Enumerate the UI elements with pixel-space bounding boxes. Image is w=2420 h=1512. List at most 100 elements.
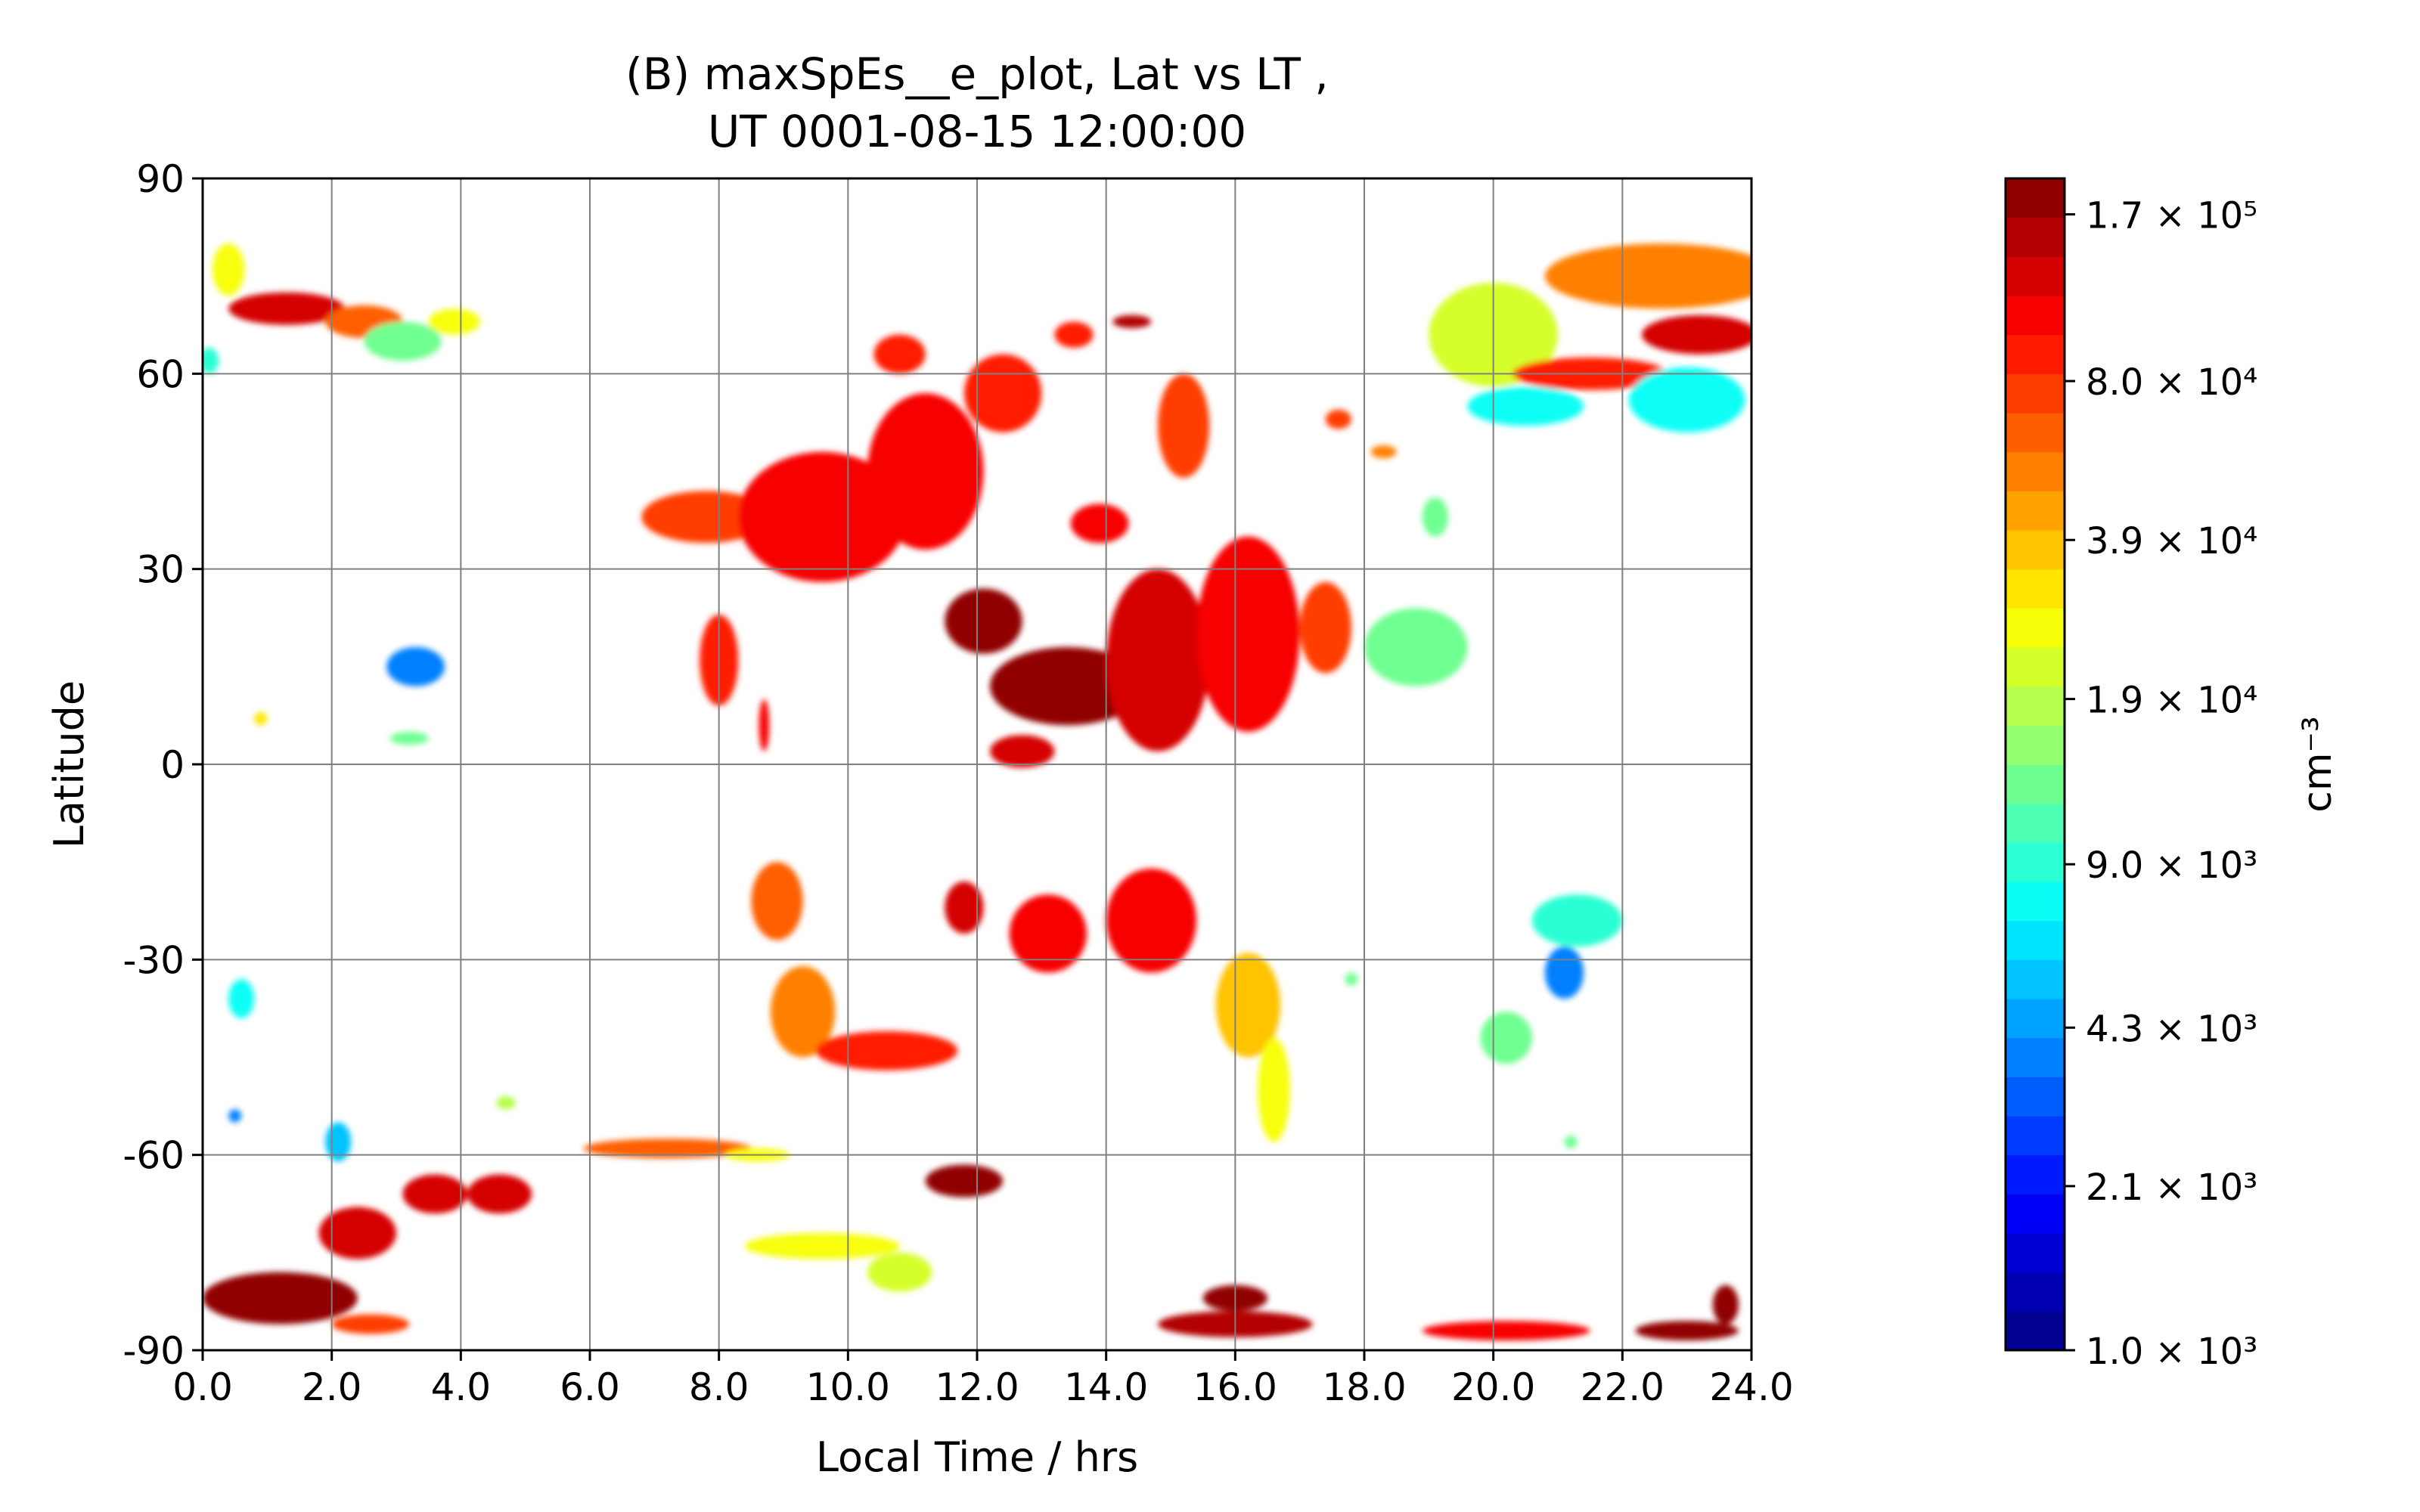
x-tick-label-9: 18.0: [1322, 1365, 1406, 1409]
y-tick-label-0: -90: [123, 1329, 185, 1373]
colorbar-tick-label-6: 8.0 × 10⁴: [2086, 361, 2257, 404]
heatmap-region-62: [867, 1252, 932, 1292]
heatmap-region-22: [1364, 608, 1468, 686]
heatmap-region-16: [1157, 373, 1210, 479]
chart-title-line2: UT 0001-08-15 12:00:00: [708, 106, 1246, 157]
colorbar-tick-label-7: 1.7 × 10⁵: [2086, 195, 2257, 237]
y-tick-label-4: 30: [136, 548, 185, 592]
heatmap-region-24: [1370, 445, 1397, 459]
colorbar-band-13: [2006, 803, 2065, 843]
heatmap-region-39: [945, 881, 984, 934]
heatmap-region-47: [228, 979, 255, 1018]
colorbar-band-28: [2006, 217, 2065, 257]
x-axis-ticks: 0.0 2.0 4.0 6.0 8.0 10.0 12.0 14.0 16.0 18.0 20.0 2…: [172, 1350, 1794, 1409]
colorbar-band-18: [2006, 608, 2065, 648]
chart-title-line1: (B) maxSpEs__e_plot, Lat vs LT ,: [625, 48, 1329, 100]
heatmap-region-40: [1009, 894, 1087, 973]
x-tick-label-5: 10.0: [806, 1365, 890, 1409]
colorbar-band-14: [2006, 764, 2065, 804]
heatmap-region-26: [990, 735, 1055, 768]
heatmap-region-54: [318, 1207, 396, 1259]
x-tick-label-4: 8.0: [689, 1365, 749, 1409]
colorbar-band-21: [2006, 491, 2065, 531]
colorbar-label: cm⁻³: [2295, 716, 2341, 813]
colorbar-tick-label-0: 1.0 × 10³: [2086, 1331, 2257, 1373]
colorbar-band-17: [2006, 647, 2065, 687]
colorbar-tick-label-1: 2.1 × 10³: [2086, 1167, 2257, 1209]
x-tick-label-10: 20.0: [1451, 1365, 1535, 1409]
heatmap-region-5: [203, 347, 219, 374]
colorbar-band-20: [2006, 530, 2065, 570]
colorbar-band-0: [2006, 1311, 2065, 1351]
heatmap-region-56: [467, 1174, 532, 1214]
heatmap-region-67: [1712, 1284, 1739, 1325]
heatmap-region-13: [1070, 503, 1129, 544]
heatmap-region-36: [751, 862, 803, 940]
heatmap-region-29: [1641, 314, 1751, 355]
heatmap-region-20: [1196, 536, 1300, 732]
colorbar-band-11: [2006, 881, 2065, 922]
heatmap-region-61: [744, 1233, 900, 1259]
colorbar-band-9: [2006, 959, 2065, 999]
x-tick-label-3: 6.0: [560, 1365, 620, 1409]
heatmap-region-53: [203, 1272, 358, 1325]
colorbar-band-19: [2006, 569, 2065, 609]
heatmap-region-32: [1628, 367, 1745, 432]
colorbar-band-5: [2006, 1116, 2065, 1156]
heatmap-region-43: [1258, 1037, 1290, 1142]
heatmap-region-33: [386, 647, 445, 686]
heatmap-region-19: [1106, 569, 1210, 751]
y-tick-label-3: 0: [160, 743, 185, 787]
colorbar-band-26: [2006, 296, 2065, 336]
colorbar-band-12: [2006, 842, 2065, 882]
heatmap-region-58: [583, 1139, 752, 1158]
y-axis-label: Latitude: [45, 680, 93, 848]
colorbar-band-4: [2006, 1154, 2065, 1194]
heatmap-region-48: [228, 1109, 242, 1123]
heatmap-region-1: [228, 292, 345, 325]
heatmap-region-14: [1054, 321, 1094, 348]
heatmap-region-21: [1299, 581, 1351, 674]
colorbar-band-3: [2006, 1194, 2065, 1234]
heatmap-region-15: [1112, 314, 1152, 329]
heatmap-region-31: [1467, 386, 1584, 426]
x-tick-label-2: 4.0: [431, 1365, 492, 1409]
y-axis-ticks: -90 -60 -30 0 30 60 90: [123, 157, 203, 1373]
heatmap-region-38: [815, 1031, 958, 1070]
x-tick-label-1: 2.0: [302, 1365, 362, 1409]
colorbar-tick-label-5: 3.9 × 10⁴: [2086, 520, 2257, 562]
x-axis-label: Local Time / hrs: [816, 1433, 1138, 1481]
x-tick-label-0: 0.0: [172, 1365, 233, 1409]
heatmap-region-46: [1480, 1012, 1532, 1064]
colorbar-band-24: [2006, 373, 2065, 414]
x-tick-label-8: 16.0: [1193, 1365, 1277, 1409]
grid-lines: [203, 178, 1751, 1350]
heatmap-region-8: [867, 393, 984, 550]
heatmap-region-28: [1544, 243, 1751, 309]
heatmap-region-60: [925, 1164, 1004, 1198]
colorbar-band-6: [2006, 1077, 2065, 1117]
heatmap-region-52: [1564, 1135, 1578, 1149]
colorbar-band-8: [2006, 999, 2065, 1039]
heatmap-region-44: [1531, 894, 1623, 947]
x-tick-label-7: 14.0: [1064, 1365, 1148, 1409]
y-tick-label-1: -60: [123, 1134, 185, 1178]
colorbar-band-27: [2006, 256, 2065, 296]
heatmap-region-42: [1215, 953, 1281, 1058]
x-tick-label-11: 22.0: [1581, 1365, 1665, 1409]
heatmap-region-37: [770, 965, 836, 1058]
colorbar-ticks: 1.0 × 10³ 2.1 × 10³ 4.3 × 10³ 9.0 × 10³ 1.9 …: [2065, 195, 2257, 1373]
heatmap-region-25: [1422, 497, 1448, 537]
heatmap-region-18: [945, 588, 1022, 654]
heatmap-region-3: [364, 321, 442, 361]
colorbar-tick-label-4: 1.9 × 10⁴: [2086, 680, 2257, 722]
colorbar-band-22: [2006, 451, 2065, 491]
heatmap-region-66: [1635, 1321, 1739, 1341]
colorbar-tick-label-3: 9.0 × 10³: [2086, 844, 2257, 887]
heatmap-region-57: [331, 1314, 410, 1334]
y-tick-label-2: -30: [123, 938, 185, 982]
colorbar-band-29: [2006, 178, 2065, 218]
heatmap-region-65: [1422, 1321, 1590, 1341]
heatmap-region-34: [389, 731, 429, 745]
heatmap-region-7: [738, 451, 907, 582]
